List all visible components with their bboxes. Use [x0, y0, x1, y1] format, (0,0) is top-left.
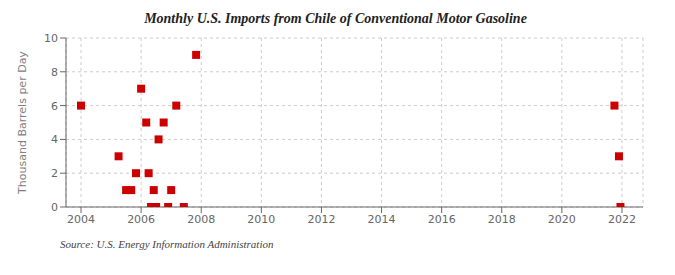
svg-text:10: 10: [44, 32, 58, 45]
html-text:Monthly U.S. Imports from Chil: Monthly U.S. Imports from Chile of Conve…: [144, 11, 527, 26]
svg-text:2008: 2008: [187, 213, 215, 226]
svg-text:2004: 2004: [67, 213, 95, 226]
svg-text:6: 6: [51, 100, 58, 113]
svg-text:2018: 2018: [488, 213, 516, 226]
svg-text:2014: 2014: [368, 213, 396, 226]
svg-text:2022: 2022: [608, 213, 636, 226]
svg-text:2: 2: [51, 167, 58, 180]
svg-text:8: 8: [51, 66, 58, 79]
svg-text:2006: 2006: [127, 213, 155, 226]
svg-text:2016: 2016: [428, 213, 456, 226]
svg-text:0: 0: [51, 201, 58, 214]
svg-text:4: 4: [51, 133, 58, 146]
html-text:Source: U.S. Energy Informatio: Source: U.S. Energy Information Administ…: [60, 238, 274, 250]
svg-text:2010: 2010: [247, 213, 275, 226]
svg-text:2020: 2020: [548, 213, 576, 226]
svg-text:Thousand Barrels per Day: Thousand Barrels per Day: [16, 51, 29, 195]
svg-text:2012: 2012: [307, 213, 335, 226]
